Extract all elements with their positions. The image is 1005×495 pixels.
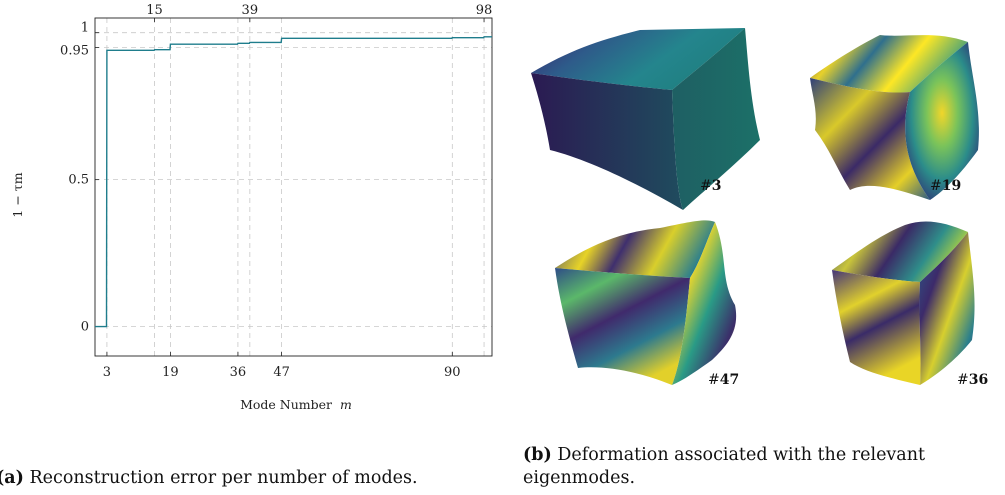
grid-lines <box>95 18 492 356</box>
x-axis-label-prefix: Mode Number <box>240 397 332 412</box>
y-tick-label-0: 0 <box>81 320 89 335</box>
y-axis-label: 1 − τm <box>10 172 25 217</box>
y-tick-label-0.5: 0.5 <box>68 173 89 188</box>
caption-a-text: Reconstruction error per number of modes… <box>29 468 418 488</box>
caption-a: (a) Reconstruction error per number of m… <box>0 466 418 490</box>
caption-b-text-line1: Deformation associated with the relevant <box>557 445 926 465</box>
reconstruction-series-line <box>95 36 492 328</box>
y-tick-label-0.95: 0.95 <box>60 43 89 58</box>
eigenmode-47-number: 47 <box>720 372 739 388</box>
eigenmode-36-hash: # <box>957 372 969 388</box>
eigenmode-47-tag: #47 <box>708 372 739 388</box>
x-axis-label-var: m <box>340 397 352 412</box>
error-plot: 3 19 36 47 90 15 39 98 0 0.5 0.95 1 1 − τm Mode Num… <box>10 3 493 412</box>
x-tick-label-3: 3 <box>103 365 111 380</box>
x-top-tick-label-15: 15 <box>146 3 163 18</box>
caption-b-text-line2: eigenmodes. <box>523 468 636 488</box>
eigenmode-3-hash: # <box>700 178 712 194</box>
eigenmode-36-number: 36 <box>969 372 988 388</box>
caption-a-label: (a) <box>0 468 24 488</box>
caption-b-line2: eigenmodes. <box>523 466 635 490</box>
eigenmode-19-hash: # <box>930 178 942 194</box>
x-tick-label-90: 90 <box>444 365 461 380</box>
eigenmode-19-tag: #19 <box>930 178 961 194</box>
eigenmode-36-tag: #36 <box>957 372 988 388</box>
eigenmode-47-hash: # <box>708 372 720 388</box>
eigenmode-47-cube <box>555 220 737 385</box>
x-axis-label: Mode Number m <box>240 397 352 412</box>
caption-b-label: (b) <box>523 445 552 465</box>
caption-b: (b) Deformation associated with the rele… <box>523 443 925 467</box>
axis-ticks: 3 19 36 47 90 15 39 98 0 0.5 0.95 1 <box>60 3 492 380</box>
eigenmode-3-tag: #3 <box>700 178 721 194</box>
x-tick-label-36: 36 <box>230 365 247 380</box>
x-tick-label-19: 19 <box>162 365 179 380</box>
eigenmode-3-cube <box>531 28 760 210</box>
eigenmode-36-cube <box>832 221 975 385</box>
y-tick-label-1: 1 <box>81 21 89 36</box>
eigenmode-19-cube <box>810 35 979 200</box>
eigenmode-3-number: 3 <box>712 178 722 194</box>
plot-frame <box>94 17 493 357</box>
x-top-tick-label-98: 98 <box>476 3 493 18</box>
eigenmode-19-number: 19 <box>942 178 961 194</box>
x-top-tick-label-39: 39 <box>242 3 259 18</box>
x-tick-label-47: 47 <box>273 365 290 380</box>
